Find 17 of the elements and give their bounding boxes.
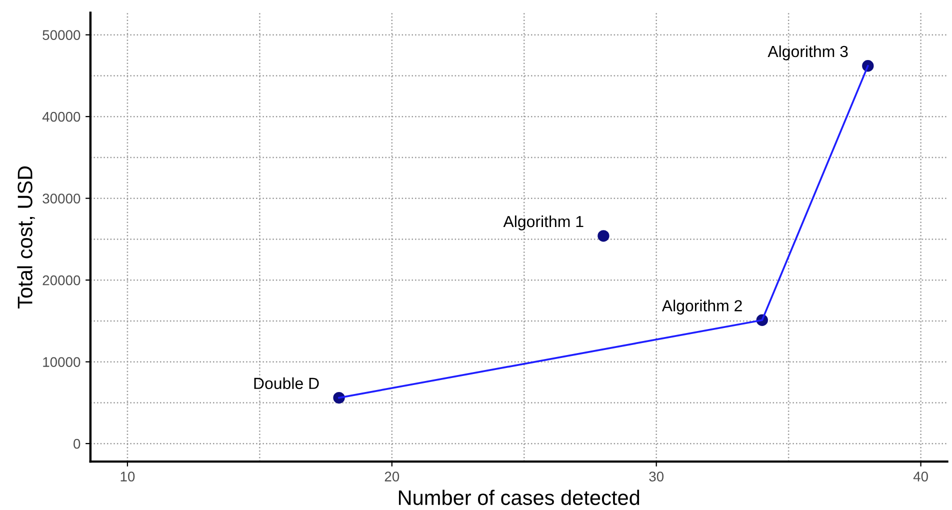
y-tick-label: 0 — [74, 438, 80, 449]
x-tick-label: 20 — [384, 472, 400, 482]
x-tick-label: 40 — [913, 472, 928, 482]
y-tick-label: 40000 — [42, 112, 80, 122]
point — [598, 230, 610, 242]
annotation: Algorithm 1 — [503, 215, 584, 230]
annotation: Algorithm 3 — [768, 45, 848, 60]
annotation: Double D — [254, 377, 319, 390]
y-tick-label: 20000 — [42, 275, 80, 286]
y-axis-title: Total cost, USD — [17, 166, 35, 308]
x-tick-label: 10 — [120, 472, 135, 482]
y-tick-label: 10000 — [43, 357, 80, 367]
x-tick-label: 30 — [649, 472, 664, 482]
annotation: Algorithm 2 — [662, 300, 742, 315]
y-tick-label: 30000 — [42, 194, 80, 204]
x-axis-title: Number of cases detected — [398, 490, 640, 506]
y-tick-label: 50000 — [42, 30, 80, 40]
